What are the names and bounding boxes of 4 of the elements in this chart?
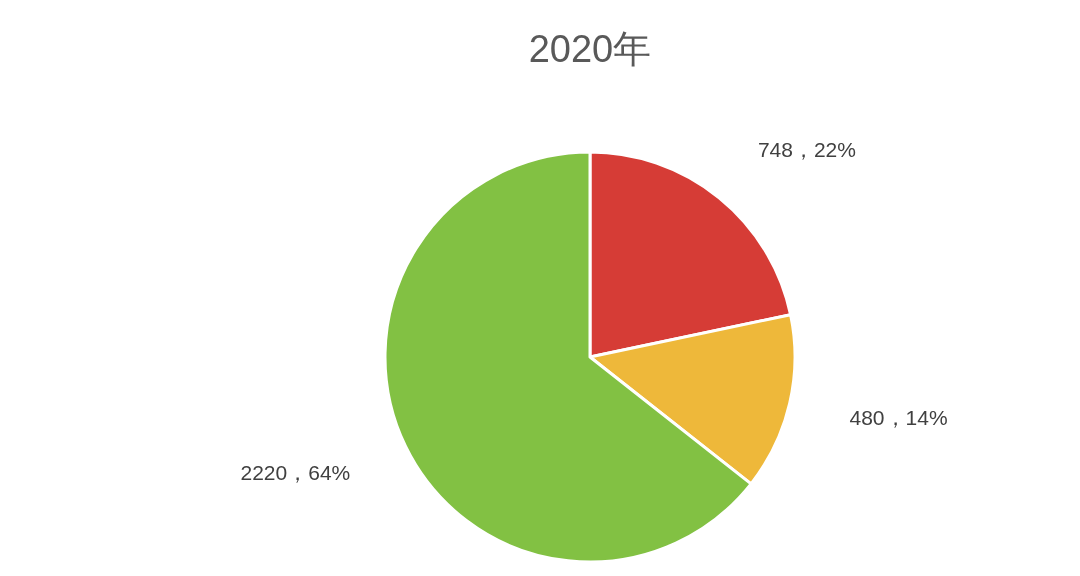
data-label: 2220，64% <box>240 461 351 485</box>
data-label: 748，22% <box>757 138 856 162</box>
data-label: 480，14% <box>849 405 948 429</box>
chart-title: 2020年 <box>528 28 652 70</box>
